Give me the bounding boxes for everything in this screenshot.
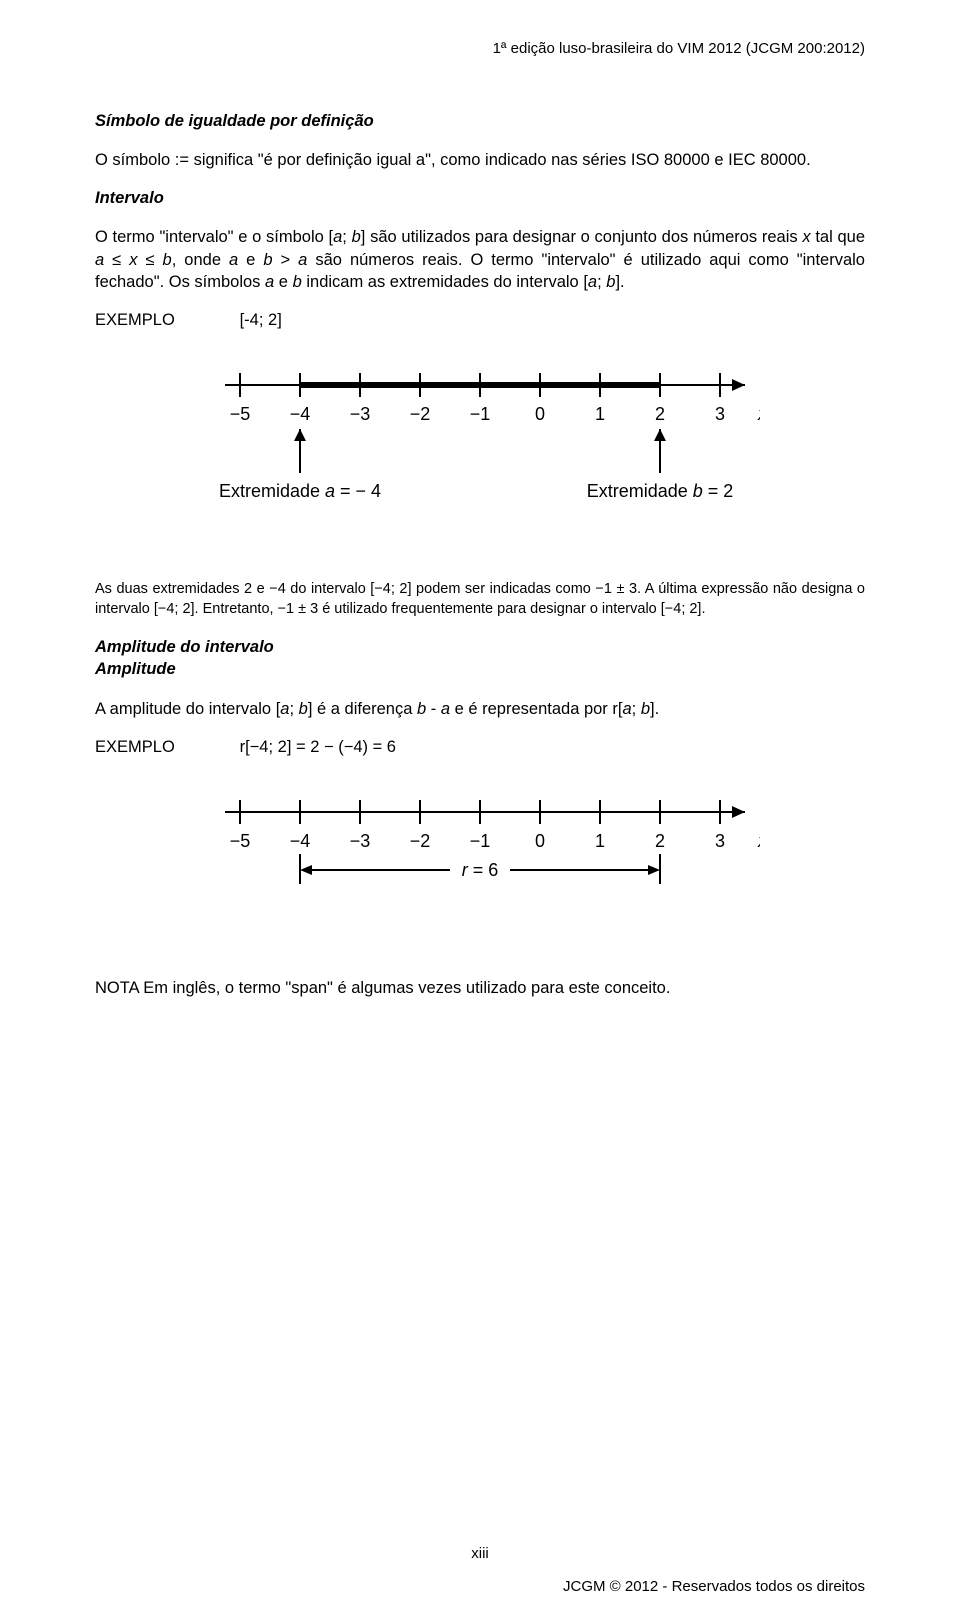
svg-text:−1: −1 bbox=[470, 404, 491, 424]
svg-text:−2: −2 bbox=[410, 404, 431, 424]
text: , onde bbox=[172, 251, 229, 269]
svg-text:3: 3 bbox=[715, 831, 725, 851]
section2-title: Intervalo bbox=[95, 189, 865, 208]
text: A amplitude do intervalo [ bbox=[95, 700, 280, 718]
section1-body: O símbolo := significa "é por definição … bbox=[95, 149, 865, 171]
page-container: 1ª edição luso-brasileira do VIM 2012 (J… bbox=[0, 0, 960, 1620]
svg-text:−3: −3 bbox=[350, 831, 371, 851]
svg-text:−1: −1 bbox=[470, 831, 491, 851]
svg-text:−4: −4 bbox=[290, 831, 311, 851]
section3-title1: Amplitude do intervalo bbox=[95, 638, 274, 656]
var-b: b bbox=[352, 228, 361, 246]
svg-text:1: 1 bbox=[595, 404, 605, 424]
var-b: b bbox=[417, 700, 426, 718]
text: ] é a diferença bbox=[308, 700, 417, 718]
var-b: b bbox=[299, 700, 308, 718]
var-b: b bbox=[163, 251, 172, 269]
example1-value: [-4; 2] bbox=[240, 311, 282, 329]
text: ] são utilizados para designar o conjunt… bbox=[361, 228, 803, 246]
example1: EXEMPLO [-4; 2] bbox=[95, 311, 865, 330]
text: indicam as extremidades do intervalo [ bbox=[302, 273, 588, 291]
svg-text:x: x bbox=[757, 404, 760, 424]
footer-right: JCGM © 2012 - Reservados todos os direit… bbox=[95, 1578, 865, 1595]
svg-text:2: 2 bbox=[655, 831, 665, 851]
section1-title: Símbolo de igualdade por definição bbox=[95, 112, 865, 131]
var-a: a bbox=[95, 251, 104, 269]
svg-text:Extremidade a = − 4: Extremidade a = − 4 bbox=[219, 481, 381, 501]
svg-text:−5: −5 bbox=[230, 404, 251, 424]
var-a: a bbox=[622, 700, 631, 718]
section3-body: A amplitude do intervalo [a; b] é a dife… bbox=[95, 698, 865, 720]
svg-text:−4: −4 bbox=[290, 404, 311, 424]
var-b: b bbox=[641, 700, 650, 718]
svg-text:r = 6: r = 6 bbox=[462, 860, 499, 880]
svg-text:−3: −3 bbox=[350, 404, 371, 424]
svg-text:1: 1 bbox=[595, 831, 605, 851]
text: O termo "intervalo" e o símbolo [ bbox=[95, 228, 333, 246]
text: ≤ bbox=[137, 251, 162, 269]
text: ; bbox=[342, 228, 351, 246]
header-text: 1ª edição luso-brasileira do VIM 2012 (J… bbox=[95, 40, 865, 57]
svg-text:0: 0 bbox=[535, 404, 545, 424]
text: > bbox=[273, 251, 299, 269]
var-b: b bbox=[293, 273, 302, 291]
svg-text:3: 3 bbox=[715, 404, 725, 424]
section3-title2: Amplitude bbox=[95, 660, 176, 678]
var-a: a bbox=[441, 700, 450, 718]
svg-text:−2: −2 bbox=[410, 831, 431, 851]
text: ; bbox=[597, 273, 606, 291]
text: ]. bbox=[615, 273, 624, 291]
example2-label: EXEMPLO bbox=[95, 738, 235, 757]
var-a: a bbox=[229, 251, 238, 269]
text: ]. bbox=[650, 700, 659, 718]
section3-titles: Amplitude do intervalo Amplitude bbox=[95, 637, 865, 680]
nota-text: NOTA Em inglês, o termo "span" é algumas… bbox=[95, 977, 865, 999]
svg-text:x: x bbox=[757, 831, 760, 851]
number-line-diagram-1: −5 −4 −3 −2 −1 0 1 2 3 x Extremidade a = − 4 Extrem… bbox=[200, 355, 760, 525]
section2-body: O termo "intervalo" e o símbolo [a; b] s… bbox=[95, 226, 865, 293]
footer: xiii JCGM © 2012 - Reservados todos os d… bbox=[95, 1545, 865, 1595]
text: ≤ bbox=[104, 251, 129, 269]
svg-text:0: 0 bbox=[535, 831, 545, 851]
svg-text:−5: −5 bbox=[230, 831, 251, 851]
var-a: a bbox=[333, 228, 342, 246]
example1-label: EXEMPLO bbox=[95, 311, 235, 330]
text: e bbox=[238, 251, 263, 269]
text: e bbox=[274, 273, 292, 291]
svg-text:2: 2 bbox=[655, 404, 665, 424]
var-b: b bbox=[263, 251, 272, 269]
svg-text:Extremidade b = 2: Extremidade b = 2 bbox=[587, 481, 734, 501]
var-x: x bbox=[802, 228, 810, 246]
example2-value: r[−4; 2] = 2 − (−4) = 6 bbox=[240, 738, 396, 756]
number-line-diagram-2: −5 −4 −3 −2 −1 0 1 2 3 x r = 6 bbox=[200, 782, 760, 922]
var-a: a bbox=[298, 251, 307, 269]
text: ; bbox=[289, 700, 298, 718]
text: ; bbox=[632, 700, 641, 718]
text: tal que bbox=[811, 228, 865, 246]
var-a: a bbox=[588, 273, 597, 291]
example2: EXEMPLO r[−4; 2] = 2 − (−4) = 6 bbox=[95, 738, 865, 757]
page-number: xiii bbox=[95, 1545, 865, 1562]
var-a: a bbox=[265, 273, 274, 291]
post-diagram-text: As duas extremidades 2 e −4 do intervalo… bbox=[95, 580, 865, 619]
text: - bbox=[426, 700, 441, 718]
text: e é representada por r[ bbox=[450, 700, 622, 718]
